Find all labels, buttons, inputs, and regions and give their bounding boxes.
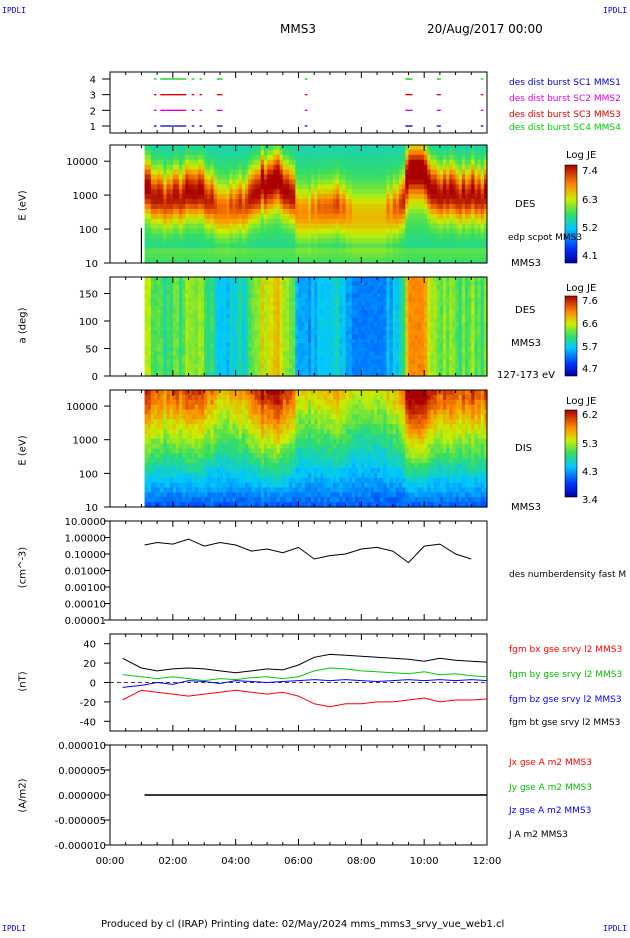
plot-canvas: 1234101001000100000501001501010010001000… [0, 0, 630, 934]
burst-y-tick-label: 3 [90, 91, 96, 102]
burst-frame [110, 72, 487, 133]
des-energy-y-tick-label: 10000 [66, 157, 98, 168]
burst-y-tick-label: 4 [90, 75, 96, 86]
des-energy-y-tick-label: 100 [79, 225, 98, 236]
burst-y-tick-label: 2 [90, 106, 96, 117]
mms-summary-plot: 1234101001000100000501001501010010001000… [0, 0, 630, 934]
des-energy-y-tick-label: 1000 [73, 191, 98, 202]
burst-y-tick-label: 1 [90, 122, 96, 133]
des-energy-y-tick-label: 10 [85, 259, 98, 270]
